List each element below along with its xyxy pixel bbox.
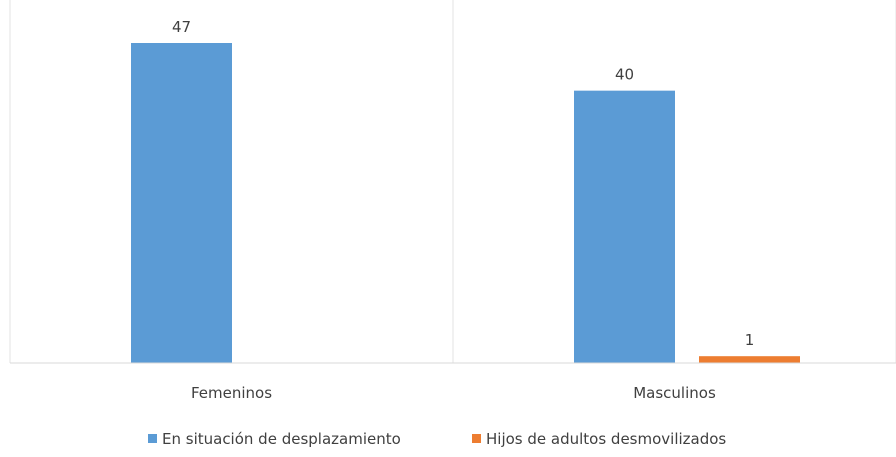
category-tick-labels: Femeninos Masculinos xyxy=(191,384,716,402)
data-label-masculinos-en-situacion-de-desplazamiento: 40 xyxy=(615,66,634,84)
bars xyxy=(131,43,800,363)
legend-swatch-en-situacion-de-desplazamiento xyxy=(148,434,157,443)
legend: En situación de desplazamiento Hijos de a… xyxy=(148,430,726,448)
tick-label-masculinos: Masculinos xyxy=(633,384,716,402)
legend-swatch-hijos-de-adultos-desmovilizados xyxy=(472,434,481,443)
legend-label-en-situacion-de-desplazamiento: En situación de desplazamiento xyxy=(162,430,401,448)
data-labels: 47 40 1 xyxy=(172,18,754,349)
tick-label-femeninos: Femeninos xyxy=(191,384,272,402)
bar-masculinos-en-situacion-de-desplazamiento xyxy=(574,90,675,363)
bar-femeninos-en-situacion-de-desplazamiento xyxy=(131,43,232,363)
data-label-masculinos-hijos-de-adultos-desmovilizados: 1 xyxy=(745,331,755,349)
data-label-femeninos-en-situacion-de-desplazamiento: 47 xyxy=(172,18,191,36)
gridlines xyxy=(9,0,896,363)
bar-masculinos-hijos-de-adultos-desmovilizados xyxy=(699,356,800,363)
legend-label-hijos-de-adultos-desmovilizados: Hijos de adultos desmovilizados xyxy=(486,430,726,448)
